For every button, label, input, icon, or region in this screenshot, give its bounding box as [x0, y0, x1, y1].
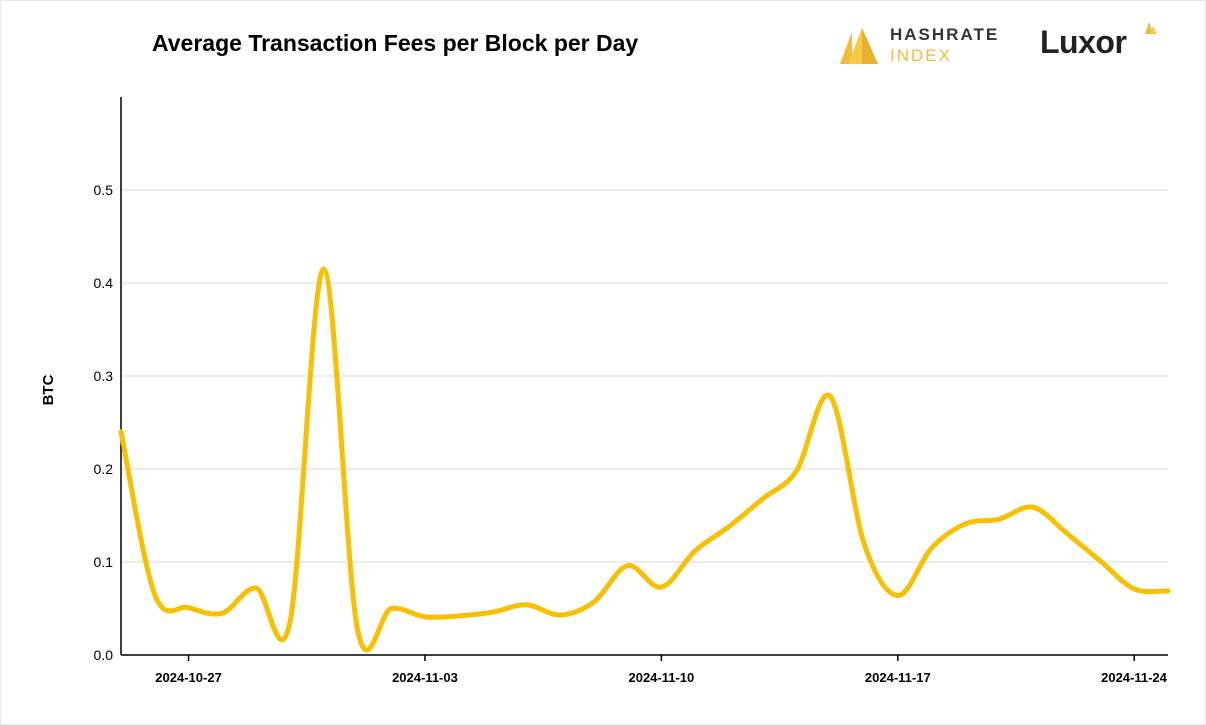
hashrate-index-logo-icon	[840, 28, 878, 64]
y-tick-label: 0.5	[94, 182, 114, 198]
hashrate-logo-line2: INDEX	[890, 46, 952, 65]
hashrate-logo-line1: HASHRATE	[890, 25, 1000, 44]
y-tick-label: 0.3	[94, 368, 114, 384]
y-tick-label: 0.4	[94, 275, 114, 291]
y-tick-label: 0.2	[94, 461, 114, 477]
luxor-logo: Luxor	[1040, 20, 1160, 64]
x-tick-label: 2024-10-27	[155, 670, 222, 685]
x-tick-label: 2024-11-03	[392, 670, 458, 685]
luxor-logo-icon	[1145, 22, 1157, 34]
y-axis-label: BTC	[40, 374, 57, 405]
x-tick-label: 2024-11-10	[628, 670, 694, 685]
x-tick-label: 2024-11-17	[865, 670, 931, 685]
luxor-logo-word: Luxor	[1040, 24, 1127, 60]
y-tick-label: 0.1	[94, 554, 114, 570]
chart-title: Average Transaction Fees per Block per D…	[152, 30, 639, 56]
series-line	[118, 266, 1171, 653]
y-tick-label: 0.0	[94, 647, 114, 663]
chart-gridlines	[121, 189, 1168, 563]
y-axis-ticks: 0.0 0.1 0.2 0.3 0.4 0.5	[94, 182, 114, 663]
x-tick-label: 2024-11-24	[1101, 670, 1168, 685]
hashrate-index-logo: HASHRATE INDEX	[838, 24, 1018, 66]
x-axis-ticks: 2024-10-27 2024-11-03 2024-11-10 2024-11-17…	[155, 655, 1168, 685]
